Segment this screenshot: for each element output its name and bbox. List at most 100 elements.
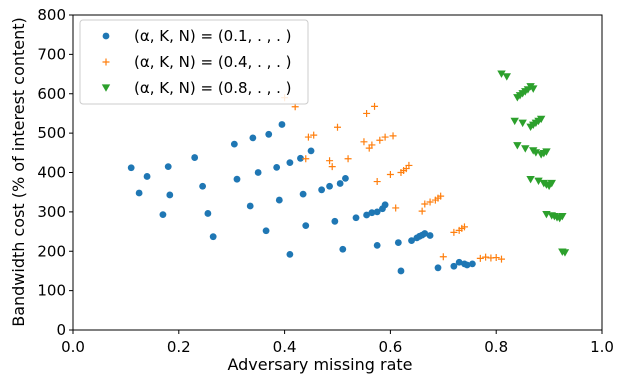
- data-point: [297, 154, 304, 162]
- data-point: [455, 258, 463, 266]
- plot-area: [127, 70, 570, 275]
- legend-entry-label: (α, K, N) = (0.4, . , . ): [134, 53, 292, 71]
- legend: (α, K, N) = (0.1, . , . ) (α, K, N) = (0.…: [79, 19, 309, 105]
- data-point: [558, 213, 567, 221]
- data-point: [278, 121, 286, 128]
- data-point: [326, 157, 334, 165]
- data-point: [434, 264, 442, 272]
- data-point: [534, 177, 543, 185]
- data-point: [394, 239, 402, 246]
- data-point: [326, 182, 333, 190]
- data-point: [328, 163, 336, 171]
- data-point: [199, 182, 207, 190]
- legend-entry-label: (α, K, N) = (0.8, . , . ): [134, 79, 292, 97]
- data-point: [492, 254, 500, 262]
- data-point: [526, 175, 535, 184]
- y-tick-label: 100: [37, 282, 66, 300]
- data-point: [352, 214, 360, 222]
- data-point: [560, 249, 570, 257]
- data-point: [529, 85, 538, 93]
- data-point: [336, 180, 344, 187]
- data-point: [542, 148, 551, 156]
- x-tick-label: 0.2: [167, 338, 191, 356]
- data-point: [143, 173, 151, 180]
- data-point: [450, 262, 458, 270]
- x-tick-label: 1.0: [590, 338, 614, 356]
- data-point: [304, 133, 312, 141]
- data-point: [307, 147, 315, 155]
- data-point: [233, 175, 241, 183]
- data-point: [331, 217, 339, 225]
- legend-marker: [102, 58, 110, 66]
- data-point: [373, 208, 381, 216]
- data-point: [497, 255, 505, 263]
- data-point: [397, 267, 405, 275]
- data-point: [363, 109, 371, 117]
- data-point: [318, 186, 326, 194]
- data-point: [286, 159, 294, 167]
- data-point: [275, 196, 283, 204]
- data-point: [536, 115, 546, 124]
- data-point: [209, 233, 217, 241]
- data-point: [371, 102, 379, 110]
- data-point: [510, 117, 519, 126]
- data-point: [426, 232, 434, 239]
- data-point: [368, 209, 376, 217]
- y-tick-label: 800: [37, 6, 66, 24]
- data-point: [426, 198, 434, 206]
- data-point: [381, 133, 389, 141]
- data-point: [389, 132, 397, 140]
- data-point: [439, 253, 447, 261]
- data-point: [482, 253, 490, 261]
- data-point: [191, 154, 199, 161]
- data-point: [302, 155, 310, 163]
- y-axis-label: Bandwidth cost (% of interest content): [9, 17, 28, 327]
- data-point: [547, 179, 556, 188]
- data-point: [497, 70, 506, 78]
- data-point: [166, 191, 174, 199]
- data-point: [302, 222, 310, 230]
- data-point: [164, 163, 172, 170]
- x-axis-label: Adversary missing rate: [227, 355, 412, 374]
- data-point: [373, 241, 381, 249]
- data-point: [450, 228, 458, 236]
- data-point: [135, 189, 143, 197]
- data-point: [502, 73, 511, 81]
- data-point: [521, 145, 530, 153]
- data-point: [273, 163, 281, 171]
- data-point: [262, 227, 270, 235]
- y-tick-label: 700: [37, 45, 66, 63]
- y-tick-label: 0: [56, 321, 66, 339]
- data-point: [386, 170, 394, 178]
- data-point: [299, 190, 307, 198]
- y-tick-label: 600: [37, 85, 66, 103]
- legend-marker: [101, 84, 111, 92]
- data-point: [463, 261, 471, 269]
- data-point: [344, 155, 352, 163]
- data-point: [476, 254, 484, 262]
- data-point: [437, 192, 445, 200]
- data-point: [368, 141, 376, 149]
- x-tick-label: 0.6: [378, 338, 402, 356]
- data-point: [246, 202, 254, 210]
- legend-entry-label: (α, K, N) = (0.1, . , . ): [134, 27, 292, 45]
- data-point: [204, 210, 212, 217]
- data-point: [518, 119, 527, 128]
- legend-marker: [102, 32, 110, 40]
- data-point: [230, 140, 238, 148]
- data-point: [254, 169, 262, 176]
- data-point: [373, 178, 381, 186]
- data-point: [339, 245, 347, 253]
- data-point: [376, 136, 384, 144]
- data-point: [392, 204, 400, 212]
- data-point: [531, 149, 541, 157]
- data-point: [286, 251, 294, 258]
- x-tick-label: 0.0: [61, 338, 85, 356]
- y-tick-label: 200: [37, 242, 66, 260]
- legend-box: [79, 19, 309, 105]
- x-tick-label: 0.4: [273, 338, 297, 356]
- data-point: [127, 164, 135, 172]
- data-point: [460, 223, 468, 231]
- data-point: [513, 142, 522, 150]
- data-point: [408, 237, 415, 245]
